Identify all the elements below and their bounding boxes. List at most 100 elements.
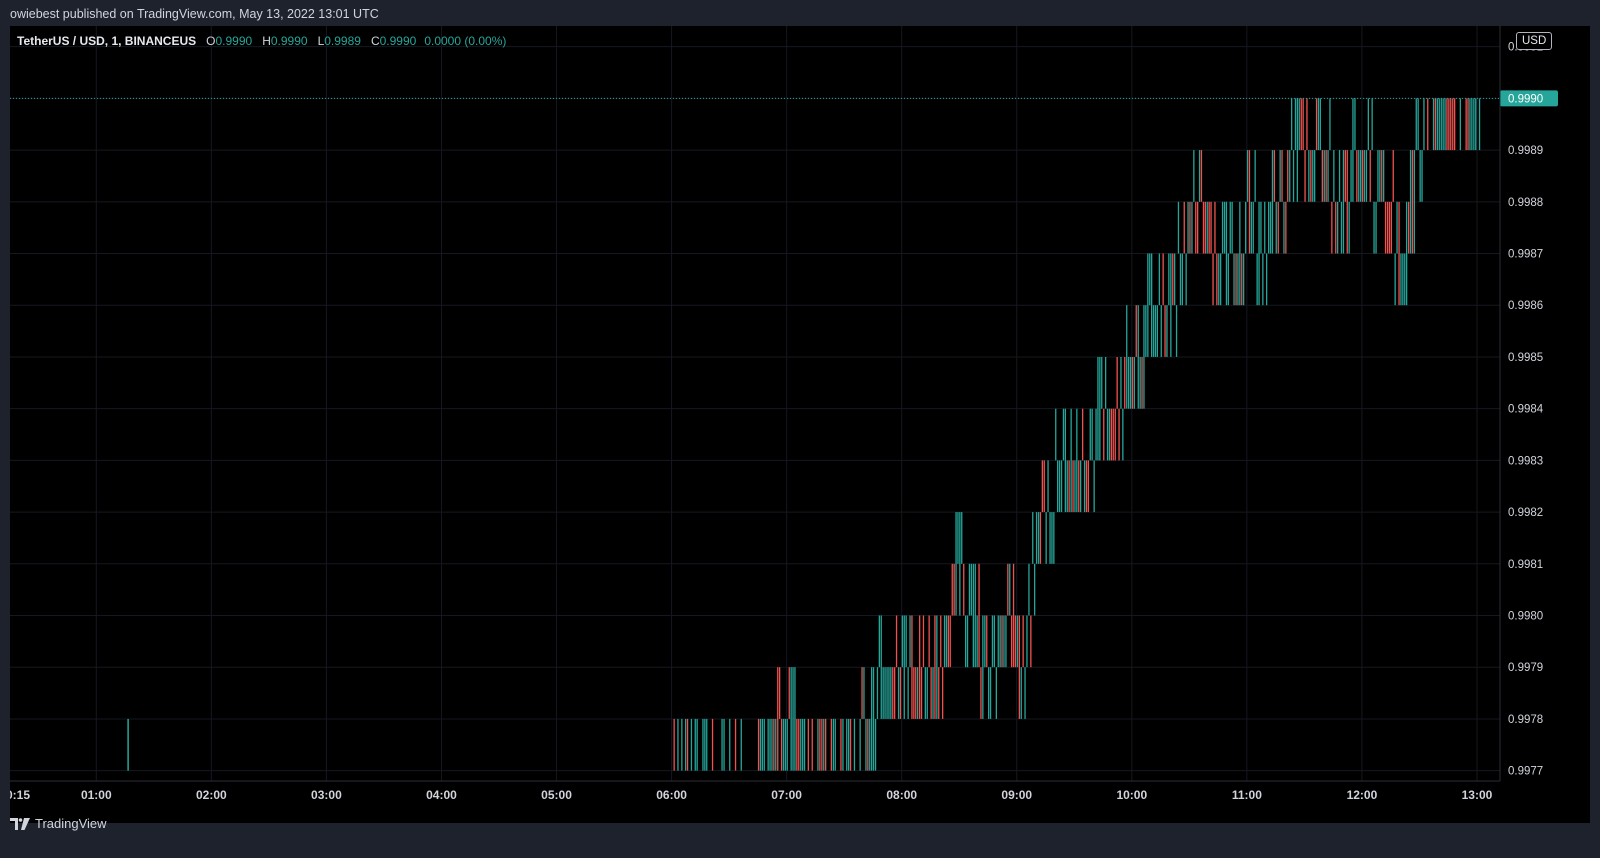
candle [1162, 253, 1164, 306]
candle [1333, 150, 1335, 202]
candle [1223, 201, 1226, 254]
tradingview-logo-icon[interactable] [10, 817, 30, 830]
candle [1421, 150, 1423, 202]
candle [965, 615, 967, 668]
candle [1273, 150, 1275, 202]
candle [1106, 408, 1109, 461]
candle [1390, 201, 1392, 254]
candle [970, 563, 972, 616]
candle [823, 718, 825, 771]
candle [1122, 408, 1124, 461]
candle [955, 512, 957, 616]
candle [907, 667, 909, 719]
chart-area[interactable]: 0.99910.99900.99890.99880.99870.99860.99… [10, 26, 1590, 823]
candle [1039, 512, 1042, 564]
candle [1093, 460, 1095, 513]
candle [1210, 201, 1212, 254]
candle [1415, 98, 1417, 151]
x-tick-label: 12:00 [1347, 788, 1378, 802]
y-tick-label: 0.9980 [1508, 611, 1543, 623]
candle [1202, 201, 1205, 254]
candle [984, 615, 986, 668]
candlestick-chart[interactable]: 0.99910.99900.99890.99880.99870.99860.99… [10, 26, 1590, 823]
candle [1478, 98, 1481, 151]
candle [986, 615, 988, 668]
candle [1283, 201, 1285, 254]
candle [1108, 408, 1111, 461]
y-tick-label: 0.9989 [1508, 145, 1543, 157]
candle [1375, 201, 1377, 254]
candle [1338, 150, 1341, 202]
candle [963, 563, 965, 616]
candle [1402, 253, 1404, 306]
candle [1291, 98, 1293, 151]
candle [1246, 150, 1249, 202]
symbol-title[interactable]: TetherUS / USD, 1, BINANCEUS [17, 34, 197, 48]
candle [1473, 98, 1475, 151]
candle [926, 667, 928, 719]
candle [1434, 98, 1437, 151]
candle [1279, 150, 1281, 202]
candle [1051, 512, 1053, 564]
candle [1256, 253, 1258, 306]
candle [1235, 253, 1237, 306]
footer-brand[interactable]: TradingView [35, 816, 107, 831]
candle [794, 667, 796, 771]
candle [1045, 512, 1047, 564]
candle [1292, 150, 1295, 202]
candle [819, 718, 821, 771]
close-value: 0.9990 [379, 34, 417, 48]
candle [988, 667, 990, 719]
y-tick-label: 0.9977 [1508, 766, 1543, 778]
candle [1126, 305, 1128, 409]
candle [911, 615, 913, 719]
candle [849, 718, 852, 771]
candle [1128, 357, 1130, 409]
candle [872, 667, 875, 771]
candle [1124, 357, 1126, 409]
candle [800, 718, 802, 771]
open-value: 0.9990 [215, 34, 253, 48]
candle [807, 718, 809, 771]
candle [811, 718, 813, 771]
open-label: O [206, 34, 216, 48]
last-price-label: 0.9990 [1508, 93, 1543, 105]
candle [1105, 357, 1107, 409]
candle [1137, 305, 1139, 409]
candle [1030, 615, 1032, 668]
candle [1160, 305, 1162, 357]
candle [1112, 408, 1114, 461]
candle [685, 718, 687, 771]
candle [1377, 150, 1379, 202]
candle [1076, 408, 1078, 513]
candle [934, 615, 936, 719]
candle [1358, 150, 1360, 202]
candle [1175, 305, 1178, 357]
candle [980, 667, 982, 719]
candle [1066, 460, 1068, 513]
candle [1060, 460, 1063, 513]
candle [976, 615, 978, 668]
candle [842, 718, 844, 771]
x-tick-label: 02:00 [196, 788, 227, 802]
x-tick-label: 04:00 [426, 788, 457, 802]
y-tick-label: 0.9986 [1508, 300, 1543, 312]
candle [1164, 305, 1166, 357]
candle [721, 718, 723, 771]
candle [1467, 98, 1469, 151]
candle [775, 718, 777, 771]
candle [1181, 253, 1183, 306]
candle [1448, 98, 1450, 151]
currency-button[interactable]: USD [1516, 32, 1553, 50]
candle [1012, 563, 1015, 668]
candle [974, 563, 976, 668]
candle [1323, 150, 1325, 202]
candle [1386, 201, 1389, 254]
candle [1011, 615, 1013, 668]
candle [1335, 201, 1337, 254]
candle [1114, 408, 1116, 461]
candle [1135, 305, 1137, 357]
candle [1411, 150, 1414, 254]
candle [997, 615, 999, 668]
candle [897, 667, 900, 719]
